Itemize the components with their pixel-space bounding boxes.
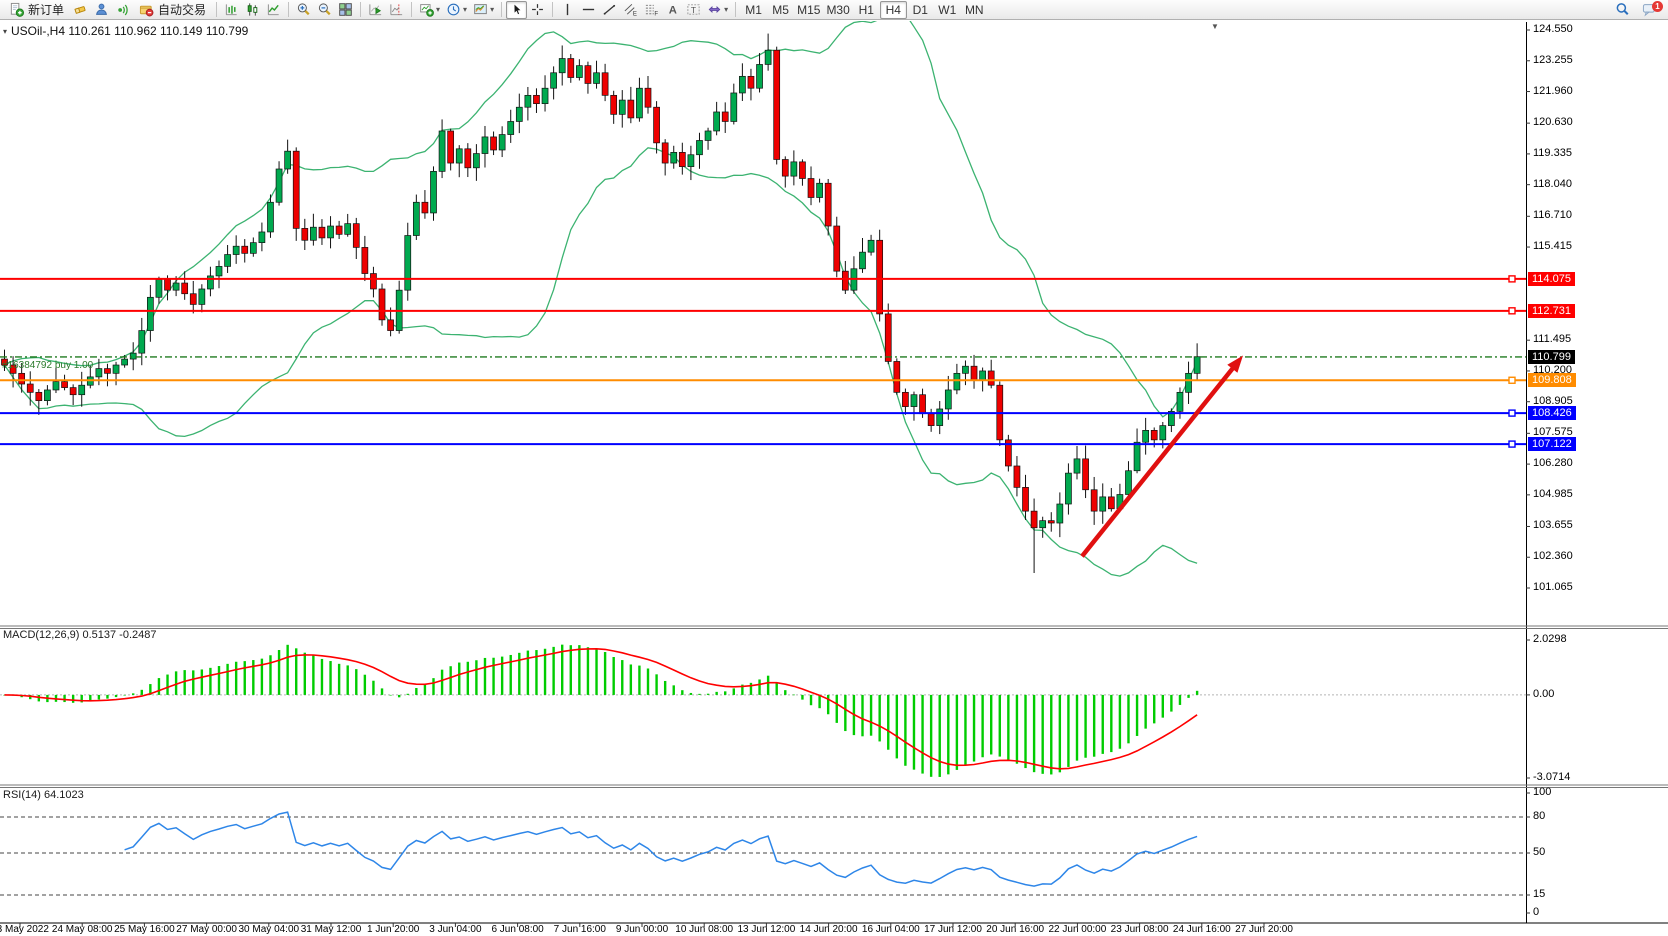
macd-signal-line (4, 647, 1198, 770)
toolbar-right-group: 1 (1612, 0, 1668, 19)
toolbar-separator (411, 2, 413, 17)
svg-text:E: E (633, 11, 637, 17)
candlestick-chart-button[interactable] (242, 1, 263, 19)
fibonacci-icon: F (644, 2, 659, 17)
periods-caret-icon: ▾ (463, 5, 468, 14)
tile-windows-button[interactable] (335, 1, 356, 19)
zoom-out-button[interactable] (314, 1, 335, 19)
text-button[interactable]: A (662, 1, 683, 19)
tile-windows-icon (338, 2, 353, 17)
trendline-icon (602, 2, 617, 17)
tf-mn-button[interactable]: MN (964, 2, 984, 17)
chart-shift-icon (389, 2, 404, 17)
arrows-button[interactable]: ▾ (704, 1, 731, 19)
chart-shift-button[interactable] (386, 1, 407, 19)
horizontal-price-lines[interactable] (0, 275, 1526, 448)
svg-text:T: T (691, 5, 696, 15)
text-label-icon: T (686, 2, 701, 17)
tf-m15-button[interactable]: M15 (797, 2, 821, 17)
candlestick-chart-icon (245, 2, 260, 17)
trendline-button[interactable] (599, 1, 620, 19)
tf-w1-button[interactable]: W1 (938, 2, 957, 17)
zoom-in-button[interactable] (293, 1, 314, 19)
toolbar-separator (552, 2, 554, 17)
svg-text:A: A (669, 5, 677, 17)
cursor-button[interactable] (506, 0, 528, 19)
arrows-icon (707, 2, 722, 17)
toolbar-separator (288, 2, 290, 17)
tf-d1-button[interactable]: D1 (912, 2, 928, 17)
search-icon (1615, 2, 1630, 17)
tf-h1-button[interactable]: H1 (858, 2, 874, 17)
crosshair-icon (530, 2, 545, 17)
new-order-button[interactable]: 新订单 (3, 1, 70, 19)
bollinger-bands (3, 21, 1198, 577)
zoom-in-icon (296, 2, 311, 17)
search-button[interactable] (1612, 1, 1633, 19)
toolbar: 新订单 自动交易 ▾ ▾ ▾ E F A T ▾ M1 M5 M15 M30 H1 H4 D1 W1 MN 1 (0, 0, 1668, 20)
zoom-out-icon (317, 2, 332, 17)
horizontal-line-icon (581, 2, 596, 17)
toolbar-separator (360, 2, 362, 17)
chart-frame (0, 22, 1668, 927)
community-icon (94, 2, 109, 17)
tf-m30-button[interactable]: M30 (826, 2, 850, 17)
text-icon: A (665, 2, 680, 17)
svg-text:F: F (654, 11, 658, 17)
fibonacci-button[interactable]: F (641, 1, 662, 19)
new-chart-button[interactable]: ▾ (416, 1, 443, 19)
eraser-button[interactable] (70, 1, 91, 19)
candles-layer (1, 33, 1201, 574)
community-button[interactable] (91, 1, 112, 19)
scroll-to-end-icon (368, 2, 383, 17)
templates-icon (473, 2, 488, 17)
vertical-line-button[interactable] (557, 1, 578, 19)
toolbar-separator (735, 2, 737, 17)
rsi-levels (0, 816, 1526, 896)
new-order-label: 新订单 (28, 3, 65, 17)
periods-icon (446, 2, 461, 17)
tf-m5-button[interactable]: M5 (772, 2, 789, 17)
cursor-icon (509, 2, 524, 17)
autotrading-icon (139, 2, 154, 17)
notifications-badge: 1 (1652, 0, 1663, 12)
crosshair-button[interactable] (527, 1, 548, 19)
templates-caret-icon: ▾ (490, 5, 495, 14)
scroll-to-end-button[interactable] (365, 1, 386, 19)
tf-h4-button[interactable]: H4 (879, 0, 907, 19)
macd-histogram (0, 644, 1526, 777)
autotrading-label: 自动交易 (158, 3, 207, 17)
rsi-line (124, 811, 1198, 887)
signals-icon (115, 2, 130, 17)
arrows-caret-icon: ▾ (724, 5, 729, 14)
line-chart-button[interactable] (263, 1, 284, 19)
periods-button[interactable]: ▾ (443, 1, 470, 19)
autotrading-button[interactable]: 自动交易 (133, 1, 212, 19)
notifications-icon (1642, 2, 1657, 17)
equidistant-channel-icon: E (623, 2, 638, 17)
vertical-line-icon (560, 2, 575, 17)
signals-button[interactable] (112, 1, 133, 19)
bar-chart-icon (224, 2, 239, 17)
notifications-button[interactable]: 1 (1639, 0, 1663, 19)
new-chart-caret-icon: ▾ (436, 5, 441, 14)
text-label-button[interactable]: T (683, 1, 704, 19)
horizontal-line-button[interactable] (578, 1, 599, 19)
trend-arrow[interactable] (1080, 355, 1243, 558)
equidistant-channel-button[interactable]: E (620, 1, 641, 19)
toolbar-separator (501, 2, 503, 17)
line-chart-icon (266, 2, 281, 17)
new-order-icon (9, 2, 24, 17)
bar-chart-button[interactable] (221, 1, 242, 19)
templates-button[interactable]: ▾ (470, 1, 497, 19)
new-chart-icon (419, 2, 434, 17)
tf-m1-button[interactable]: M1 (745, 2, 762, 17)
eraser-icon (73, 2, 88, 17)
toolbar-separator (216, 2, 218, 17)
